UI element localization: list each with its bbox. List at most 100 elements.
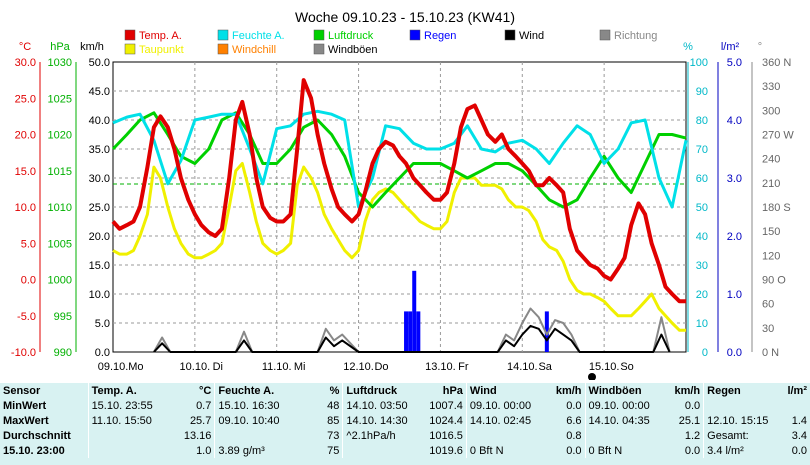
x-day-label: Mo [128,361,143,373]
table-cell: 15.10. 23:55 [87,398,178,413]
y-tick-label-wind: 35.0 [89,144,110,156]
table-cell: 14.10. 02:45 [465,413,547,428]
table-cell: 6.6 [566,414,582,427]
y-tick-label-wind: 0.0 [95,347,110,359]
y-tick-label-pressure: 995 [54,311,72,323]
table-cell: 3.4 l/m² [703,443,778,458]
table-cell: 14.10. 14:30 [342,413,424,428]
legend-label: Taupunkt [139,44,184,56]
plot-frame [112,61,687,353]
y-tick-label-wind: 50.0 [89,57,110,69]
x-tick-label: 10.10. [180,361,211,373]
table-cell [584,428,666,443]
y-tick-label-temp: 10.0 [15,202,36,214]
x-tick-label: 14.10. [507,361,538,373]
table-cell: 13.16 [183,429,212,442]
series-line-windb-en [153,307,671,353]
table-cell [87,443,178,458]
y-tick-label-temp: 5.0 [21,238,36,250]
current-time-marker [588,373,596,380]
legend-label: Temp. A. [139,30,182,42]
table-cell: 12.10. 15:15 [703,413,778,428]
table-cell: 14.10. 03:50 [342,398,424,413]
table-cell: Durchschnitt [3,429,71,442]
table-cell: 0.0 [791,444,807,457]
table-cell: Sensor [3,384,41,397]
legend-swatch [504,29,516,41]
table-cell: Luftdruck [342,383,424,398]
unit-label-pressure: hPa [50,41,70,53]
table-cell: 25.1 [678,414,701,427]
table-cell: % [329,384,340,397]
table-cell: 0.0 [684,444,701,457]
y-tick-label-wind: 10.0 [89,289,110,301]
y-tick-label-temp: 30.0 [15,57,36,69]
rain-bar [404,311,409,352]
x-day-label: Sa [538,361,552,373]
x-axis: 09.10. Mo 10.10. Di 11.10. Mi 12.10. Do 13.10. Fr… [98,361,634,373]
y-tick-label-direction: 150 [762,226,780,238]
y-tick-label-pressure: 1020 [48,130,72,142]
series-line-taupunkt [112,162,686,332]
unit-label-temp: °C [19,41,31,53]
y-tick-label-humidity: 20 [696,289,708,301]
table-cell: km/h [674,384,701,397]
table-cell: MinWert [3,399,47,412]
y-tick-label-direction: 30 [762,323,774,335]
table-row: MaxWert 11.10. 15:50 25.7 09.10. 10:40 85 14.… [0,413,810,428]
y-tick-label-pressure: 1000 [48,275,72,287]
table-cell: hPa [442,384,463,397]
table-cell [87,428,178,443]
y-tick-label-direction: 90 O [762,275,786,287]
y-tick-label-humidity: 0 [702,347,708,359]
rain-bar [408,311,413,352]
table-cell: 0.0 [566,399,582,412]
y-tick-label-pressure: 990 [54,347,72,359]
y-tick-label-direction: 120 [762,250,780,262]
y-tick-label-pressure: 1015 [48,166,72,178]
legend-label: Luftdruck [328,30,374,42]
y-tick-label-rain: 2.0 [727,231,742,243]
rain-bar [544,311,549,352]
y-tick-label-humidity: 40 [696,231,708,243]
y-tick-label-temp: -5.0 [17,311,36,323]
table-cell: 11.10. 15:50 [87,413,178,428]
legend-label: Windböen [328,44,378,56]
y-tick-label-rain: 1.0 [727,289,742,301]
y-tick-label-wind: 20.0 [89,231,110,243]
y-tick-label-wind: 5.0 [95,318,110,330]
table-cell: °C [199,384,212,397]
table-cell: 75 [327,444,340,457]
table-cell: 25.7 [189,414,212,427]
y-tick-label-direction: 240 [762,154,780,166]
table-cell: Gesamt: [703,428,778,443]
plot-area [111,61,688,353]
table-cell: 73 [327,429,340,442]
rain-bar [416,311,421,352]
table-cell: 15.10. 16:30 [214,398,316,413]
table-cell: 0 Bft N [584,443,666,458]
table-cell: 1024.4 [429,414,463,427]
table-cell: 09.10. 10:40 [214,413,316,428]
legend-swatch [217,29,229,41]
table-cell: 1007.4 [429,399,463,412]
y-tick-label-temp: 15.0 [15,166,36,178]
table-cell [703,398,778,413]
y-tick-label-pressure: 1010 [48,202,72,214]
y-tick-label-humidity: 90 [696,86,708,98]
statistics-table: Sensor Temp. A. °C Feuchte A.% Luftdruck hPa W… [0,383,810,458]
table-cell: ^2.1hPa/h [342,428,424,443]
legend-swatch [124,43,136,55]
y-tick-label-rain: 0.0 [727,347,742,359]
y-tick-label-rain: 3.0 [727,173,742,185]
table-cell: 0.7 [196,399,212,412]
x-tick-label: 11.10. [262,361,292,373]
x-day-label: Di [213,361,223,373]
y-tick-label-direction: 300 [762,105,780,117]
y-tick-label-temp: 20.0 [15,130,36,142]
unit-label-humidity: % [683,41,693,53]
table-cell: 0.0 [684,399,701,412]
weather-chart: Woche 09.10.23 - 15.10.23 (KW41) Temp. A… [10,9,795,380]
axes: 30.025.020.015.010.05.00.0-5.0-10.010301… [11,57,794,359]
y-tick-label-direction: 270 W [762,130,794,142]
